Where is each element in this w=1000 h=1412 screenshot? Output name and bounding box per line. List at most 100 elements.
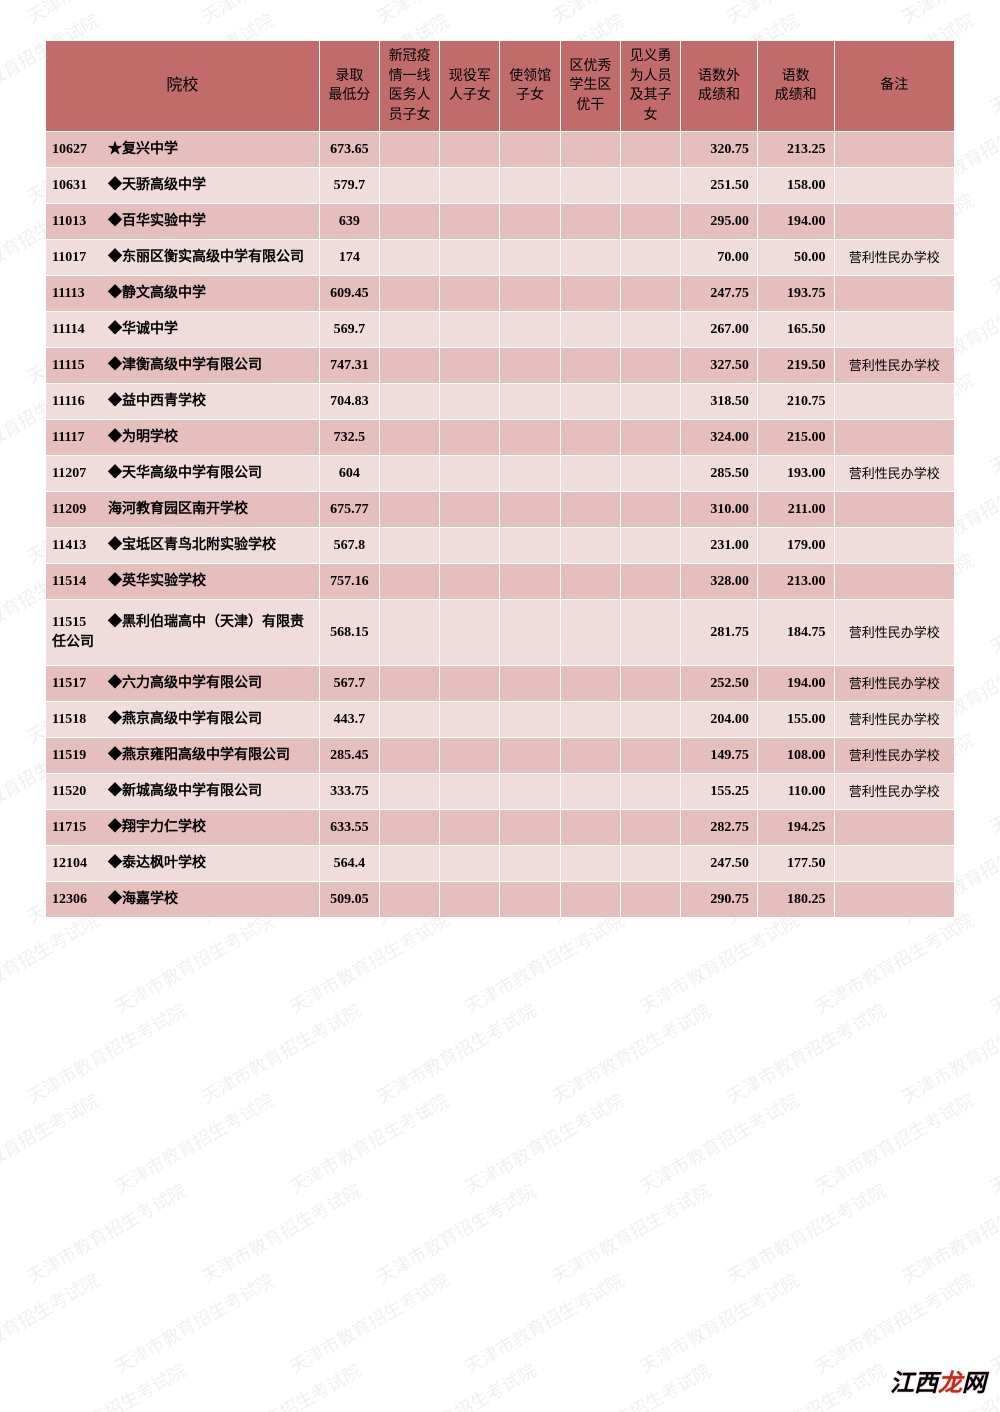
bonus-cell [440,702,500,738]
bonus-cell [500,240,560,276]
min-score: 567.8 [319,528,379,564]
bonus-cell [440,810,500,846]
watermark: 天津市教育招生考试院 [284,1087,453,1200]
school-name: ◆静文高级中学 [108,286,206,301]
school-cell: 11013◆百华实验中学 [46,204,320,240]
watermark: 天津市教育招生考试院 [897,1177,1000,1290]
bonus-cell [620,702,680,738]
table-row: 12104◆泰达枫叶学校564.4247.50177.50 [46,846,955,882]
school-cell: 11114◆华诚中学 [46,312,320,348]
lang-math-foreign-sum: 155.25 [681,774,758,810]
watermark: 天津市教育招生考试院 [809,907,978,1020]
table-row: 11517◆六力高级中学有限公司567.7252.50194.00营利性民办学校 [46,666,955,702]
bonus-cell [440,528,500,564]
watermark: 天津市教育招生考试院 [547,1357,716,1412]
lang-math-foreign-sum: 328.00 [681,564,758,600]
lang-math-foreign-sum: 252.50 [681,666,758,702]
col-header-school: 院校 [46,41,320,132]
note [834,810,955,846]
bonus-cell [380,882,440,918]
logo-prefix: 江西 [890,1371,938,1397]
bonus-cell [440,168,500,204]
bonus-cell [380,132,440,168]
logo-suffix: 网 [962,1371,986,1397]
score-table: 院校录取 最低分新冠疫 情一线 医务人 员子女现役军 人子女使领馆 子女区优秀 … [45,40,955,918]
bonus-cell [440,384,500,420]
bonus-cell [440,564,500,600]
school-code: 11207 [52,464,108,484]
note [834,420,955,456]
min-score: 443.7 [319,702,379,738]
bonus-cell [620,882,680,918]
bonus-cell [440,276,500,312]
lang-math-foreign-sum: 310.00 [681,492,758,528]
note: 营利性民办学校 [834,456,955,492]
col-header-sum1: 语数外 成绩和 [681,41,758,132]
school-cell: 11518◆燕京高级中学有限公司 [46,702,320,738]
min-score: 569.7 [319,312,379,348]
watermark: 天津市教育招生考试院 [197,1357,366,1412]
table-row: 11520◆新城高级中学有限公司333.75155.25110.00营利性民办学… [46,774,955,810]
watermark: 天津市教育招生考试院 [284,1267,453,1380]
school-name: ◆海嘉学校 [108,892,178,907]
lang-math-foreign-sum: 247.50 [681,846,758,882]
lang-math-foreign-sum: 251.50 [681,168,758,204]
bonus-cell [560,456,620,492]
table-row: 12306◆海嘉学校509.05290.75180.25 [46,882,955,918]
bonus-cell [440,420,500,456]
school-cell: 11209海河教育园区南开学校 [46,492,320,528]
bonus-cell [560,240,620,276]
table-row: 11113◆静文高级中学609.45247.75193.75 [46,276,955,312]
table-row: 11518◆燕京高级中学有限公司443.7204.00155.00营利性民办学校 [46,702,955,738]
bonus-cell [620,276,680,312]
table-row: 10627★复兴中学673.65320.75213.25 [46,132,955,168]
min-score: 704.83 [319,384,379,420]
bonus-cell [380,738,440,774]
lang-math-sum: 165.50 [757,312,834,348]
school-code: 11017 [52,248,108,268]
bonus-cell [620,492,680,528]
lang-math-foreign-sum: 247.75 [681,276,758,312]
bonus-cell [380,384,440,420]
school-code: 12104 [52,854,108,874]
min-score: 285.45 [319,738,379,774]
bonus-cell [440,240,500,276]
school-code: 11519 [52,746,108,766]
watermark: 天津市教育招生考试院 [634,907,803,1020]
school-name: ◆为明学校 [108,430,178,445]
table-row: 11114◆华诚中学569.7 267.00165.50 [46,312,955,348]
bonus-cell [500,420,560,456]
school-name: ◆华诚中学 [108,322,178,337]
bonus-cell [500,846,560,882]
lang-math-sum: 210.75 [757,384,834,420]
bonus-cell [620,204,680,240]
school-cell: 12306◆海嘉学校 [46,882,320,918]
school-code: 11518 [52,710,108,730]
min-score: 567.7 [319,666,379,702]
min-score: 747.31 [319,348,379,384]
bonus-cell [560,810,620,846]
lang-math-sum: 180.25 [757,882,834,918]
school-name: ◆燕京高级中学有限公司 [108,712,262,727]
school-name: ◆天骄高级中学 [108,178,206,193]
bonus-cell [560,312,620,348]
school-code: 11514 [52,572,108,592]
school-cell: 10627★复兴中学 [46,132,320,168]
bonus-cell [500,204,560,240]
lang-math-sum: 194.25 [757,810,834,846]
bonus-cell [560,846,620,882]
note [834,168,955,204]
table-row: 11116◆益中西青学校704.83318.50210.75 [46,384,955,420]
school-cell: 11207◆天华高级中学有限公司 [46,456,320,492]
table-row: 11117◆为明学校732.5324.00215.00 [46,420,955,456]
school-cell: 11113◆静文高级中学 [46,276,320,312]
watermark: 天津市教育招生考试院 [722,1357,891,1412]
col-header-s2: 现役军 人子女 [440,41,500,132]
note: 营利性民办学校 [834,738,955,774]
school-name: ◆六力高级中学有限公司 [108,676,262,691]
bonus-cell [380,666,440,702]
bonus-cell [620,738,680,774]
bonus-cell [560,528,620,564]
lang-math-foreign-sum: 267.00 [681,312,758,348]
bonus-cell [500,456,560,492]
